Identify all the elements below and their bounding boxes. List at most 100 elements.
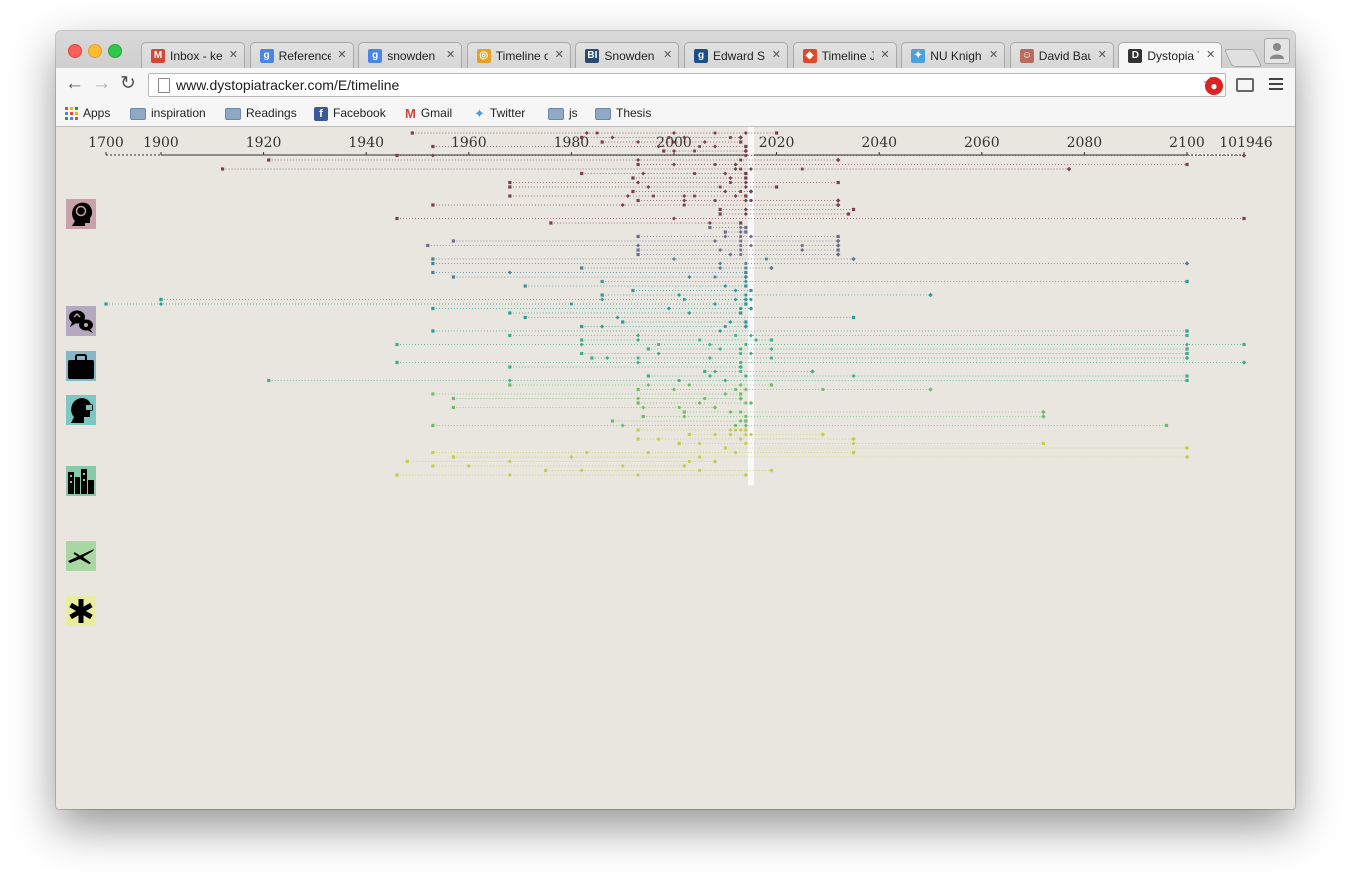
event-point[interactable] xyxy=(836,248,840,252)
event-point[interactable] xyxy=(713,432,718,437)
event-point[interactable] xyxy=(544,468,548,473)
bookmark-thesis[interactable]: Thesis xyxy=(595,106,651,121)
event-point[interactable] xyxy=(646,347,650,351)
timeline-row[interactable] xyxy=(580,265,774,271)
event-point[interactable] xyxy=(718,207,722,212)
drone-icon[interactable] xyxy=(66,541,96,571)
event-point[interactable] xyxy=(636,162,640,167)
event-point[interactable] xyxy=(590,356,594,360)
cast-icon[interactable] xyxy=(1236,78,1254,92)
event-point[interactable] xyxy=(713,144,718,149)
event-point[interactable] xyxy=(681,463,687,469)
event-point[interactable] xyxy=(739,253,743,256)
event-point[interactable] xyxy=(810,369,815,374)
event-point[interactable] xyxy=(666,306,671,311)
event-point[interactable] xyxy=(430,153,435,158)
event-point[interactable] xyxy=(729,136,732,139)
event-point[interactable] xyxy=(835,243,841,248)
event-point[interactable] xyxy=(431,257,435,261)
tab-close-icon[interactable]: ✕ xyxy=(771,49,781,61)
bookmark-apps[interactable]: Apps xyxy=(65,106,110,121)
event-point[interactable] xyxy=(738,230,743,234)
timeline-row[interactable] xyxy=(451,238,841,244)
event-point[interactable] xyxy=(615,315,620,320)
event-point[interactable] xyxy=(728,320,733,324)
event-point[interactable] xyxy=(431,261,435,266)
timeline-row[interactable] xyxy=(159,297,753,302)
timeline-row[interactable] xyxy=(631,176,748,180)
timeline-row[interactable] xyxy=(600,292,933,298)
timeline-row[interactable] xyxy=(718,212,851,216)
event-point[interactable] xyxy=(682,410,686,414)
event-point[interactable] xyxy=(580,135,584,140)
event-point[interactable] xyxy=(579,342,584,347)
timeline-row[interactable] xyxy=(220,166,1072,172)
event-point[interactable] xyxy=(738,135,743,140)
window-close-button[interactable] xyxy=(68,44,82,58)
event-point[interactable] xyxy=(743,131,748,135)
event-point[interactable] xyxy=(744,144,748,149)
event-point[interactable] xyxy=(569,455,574,459)
event-point[interactable] xyxy=(1184,445,1190,451)
event-point[interactable] xyxy=(769,383,774,387)
event-point[interactable] xyxy=(754,338,759,342)
event-point[interactable] xyxy=(267,378,271,383)
event-point[interactable] xyxy=(431,392,435,396)
event-point[interactable] xyxy=(851,374,856,378)
event-point[interactable] xyxy=(620,203,625,207)
event-point[interactable] xyxy=(775,131,779,135)
timeline-row[interactable] xyxy=(636,387,933,392)
event-point[interactable] xyxy=(744,262,748,265)
event-point[interactable] xyxy=(636,437,640,441)
event-point[interactable] xyxy=(770,356,773,360)
event-point[interactable] xyxy=(451,455,456,459)
timeline-row[interactable] xyxy=(431,423,1169,428)
event-point[interactable] xyxy=(739,158,743,162)
event-point[interactable] xyxy=(744,428,748,432)
event-point[interactable] xyxy=(395,153,399,158)
event-point[interactable] xyxy=(677,379,681,382)
event-point[interactable] xyxy=(508,180,512,185)
event-point[interactable] xyxy=(707,356,712,360)
event-point[interactable] xyxy=(508,383,512,387)
event-point[interactable] xyxy=(523,315,527,320)
event-point[interactable] xyxy=(712,405,718,410)
event-point[interactable] xyxy=(733,288,738,293)
event-point[interactable] xyxy=(395,473,399,477)
event-point[interactable] xyxy=(698,469,702,472)
event-point[interactable] xyxy=(718,266,723,270)
event-point[interactable] xyxy=(672,131,676,135)
event-point[interactable] xyxy=(718,185,722,189)
timeline-row[interactable] xyxy=(267,378,1189,383)
back-arrow-icon[interactable]: ← xyxy=(65,73,84,94)
menu-icon[interactable] xyxy=(1269,78,1283,93)
event-point[interactable] xyxy=(718,261,723,266)
event-point[interactable] xyxy=(451,396,456,401)
event-point[interactable] xyxy=(718,329,723,333)
event-point[interactable] xyxy=(729,181,732,184)
timeline-row[interactable] xyxy=(580,351,1189,356)
event-point[interactable] xyxy=(636,473,640,477)
event-point[interactable] xyxy=(1066,166,1072,172)
event-point[interactable] xyxy=(764,257,768,261)
event-point[interactable] xyxy=(1041,409,1046,415)
event-point[interactable] xyxy=(405,459,409,464)
event-point[interactable] xyxy=(646,185,651,189)
masked-head-icon[interactable] xyxy=(66,395,96,425)
event-point[interactable] xyxy=(743,207,748,212)
event-point[interactable] xyxy=(693,172,696,175)
event-point[interactable] xyxy=(641,414,645,419)
event-point[interactable] xyxy=(1041,414,1046,419)
event-point[interactable] xyxy=(723,325,727,328)
event-point[interactable] xyxy=(267,158,271,162)
event-point[interactable] xyxy=(636,140,641,144)
event-point[interactable] xyxy=(702,140,707,144)
event-point[interactable] xyxy=(682,414,687,419)
tab-close-icon[interactable]: ✕ xyxy=(880,49,890,61)
event-point[interactable] xyxy=(729,433,732,436)
event-point[interactable] xyxy=(1164,423,1169,428)
event-point[interactable] xyxy=(713,131,717,135)
chat-bubbles-icon[interactable] xyxy=(66,306,96,336)
event-point[interactable] xyxy=(851,441,856,446)
event-point[interactable] xyxy=(621,320,625,324)
